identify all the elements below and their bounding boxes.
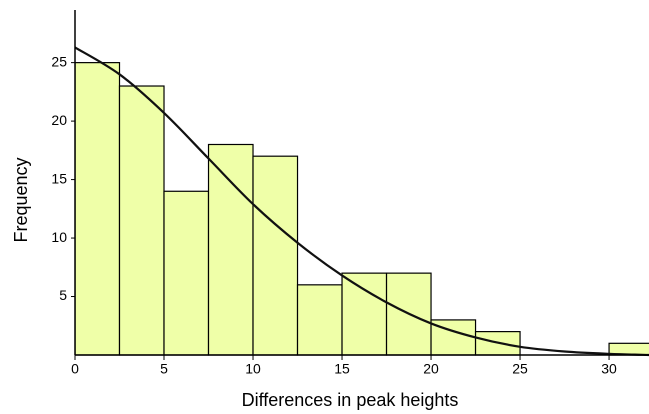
bar bbox=[163, 190, 210, 356]
x-tick-label: 25 bbox=[512, 361, 528, 377]
x-tick-label: 0 bbox=[71, 361, 79, 377]
x-tick-label: 10 bbox=[245, 361, 261, 377]
plot-area bbox=[75, 46, 649, 357]
x-tick-label: 30 bbox=[601, 361, 617, 377]
y-tick-label: 5 bbox=[59, 287, 67, 303]
bar bbox=[75, 62, 121, 356]
y-tick-label: 10 bbox=[51, 229, 67, 245]
fit-curve bbox=[75, 46, 649, 357]
x-tick-label: 20 bbox=[423, 361, 439, 377]
bar bbox=[341, 272, 388, 356]
bar bbox=[252, 155, 299, 356]
y-tick-label: 15 bbox=[51, 170, 67, 186]
bar bbox=[296, 284, 343, 356]
y-tick-label: 25 bbox=[51, 53, 67, 69]
y-tick-label: 20 bbox=[51, 112, 67, 128]
x-tick-label: 5 bbox=[160, 361, 168, 377]
bar bbox=[118, 85, 165, 356]
x-tick-label: 15 bbox=[334, 361, 350, 377]
y-axis-title: Frequency bbox=[11, 157, 31, 242]
x-axis-title: Differences in peak heights bbox=[242, 390, 459, 410]
bar bbox=[207, 143, 254, 356]
